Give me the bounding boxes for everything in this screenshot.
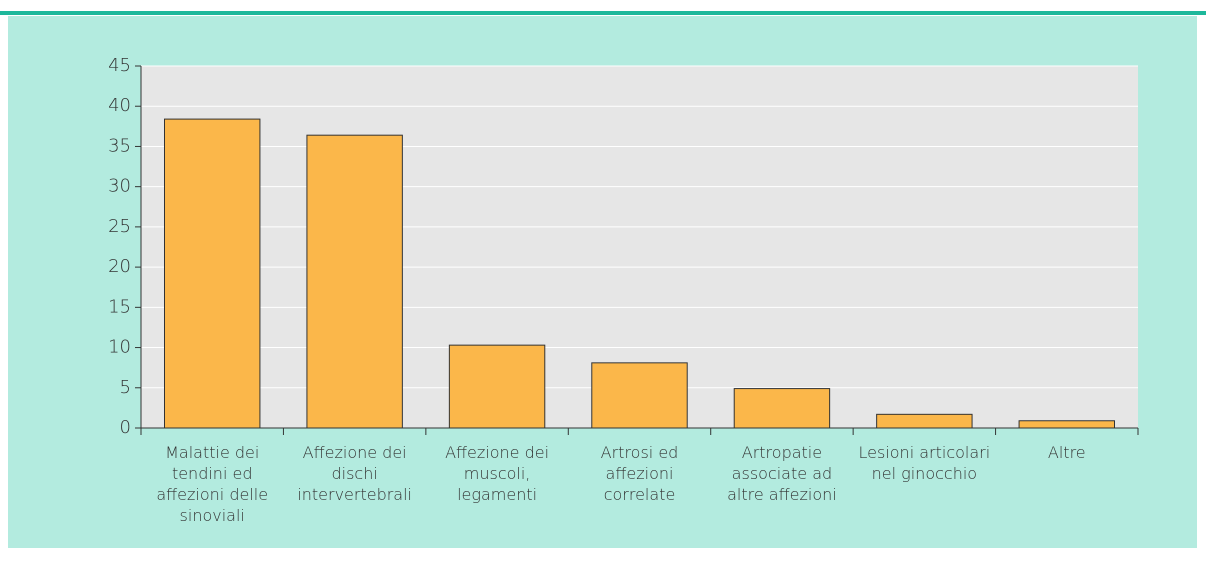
- bar: [164, 118, 261, 429]
- bar: [591, 362, 688, 429]
- x-tick-label: Affezione dei dischi intervertebrali: [297, 443, 412, 504]
- x-tick-label: Artropatie associate ad altre affezioni: [727, 443, 837, 504]
- y-tick-label: 5: [120, 377, 131, 398]
- bar: [306, 134, 403, 429]
- y-tick-label: 20: [108, 256, 131, 277]
- bar: [876, 413, 973, 429]
- bar: [448, 344, 546, 429]
- x-tick-label: Altre: [1048, 443, 1086, 462]
- y-tick-label: 15: [108, 296, 131, 317]
- y-tick-label: 10: [108, 337, 131, 358]
- y-tick-label: 35: [108, 135, 131, 156]
- y-tick-label: 30: [108, 176, 131, 197]
- y-tick-label: 0: [120, 417, 131, 438]
- y-tick-label: 40: [108, 95, 131, 116]
- x-tick-label: Lesioni articolari nel ginocchio: [859, 443, 991, 483]
- y-tick-label: 25: [108, 216, 131, 237]
- x-tick-label: Artrosi ed affezioni correlate: [601, 443, 679, 504]
- x-tick-label: Affezione dei muscoli, legamenti: [445, 443, 549, 504]
- top-rule: [0, 11, 1206, 15]
- bar: [733, 388, 831, 429]
- x-tick-label: Malattie dei tendini ed affezioni delle sin…: [156, 443, 268, 525]
- y-tick-label: 45: [108, 55, 131, 76]
- bar: [1018, 420, 1115, 429]
